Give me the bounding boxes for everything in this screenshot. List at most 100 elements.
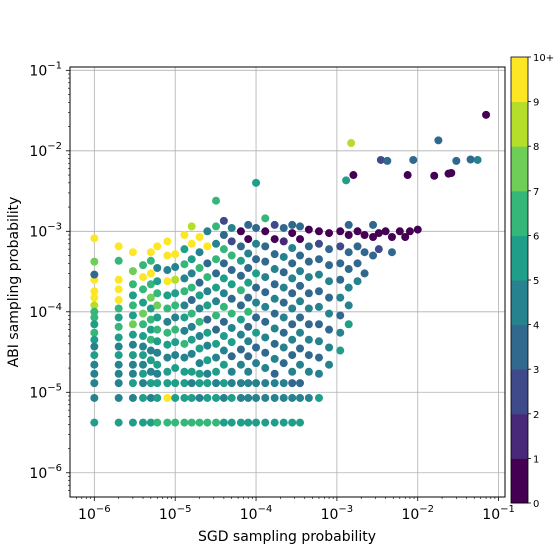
x-tick-label: 10−6	[78, 504, 111, 523]
data-point	[315, 227, 323, 235]
data-point	[196, 291, 204, 299]
data-point	[467, 156, 475, 164]
data-point	[349, 171, 357, 179]
data-point	[129, 394, 137, 402]
data-point	[388, 248, 396, 256]
data-point	[129, 267, 137, 275]
data-point	[115, 313, 123, 321]
data-point	[305, 320, 313, 328]
data-point	[354, 259, 362, 267]
x-tick-label: 10−2	[401, 504, 434, 523]
data-point	[280, 344, 288, 352]
data-point	[271, 280, 279, 288]
data-point	[244, 323, 252, 331]
data-point	[361, 231, 369, 239]
data-point	[244, 379, 252, 387]
data-point	[296, 252, 304, 260]
data-point	[196, 304, 204, 312]
data-point	[228, 224, 236, 232]
data-point	[383, 157, 391, 165]
colorbar-label: 5	[533, 276, 539, 287]
data-point	[280, 253, 288, 261]
data-point	[115, 257, 123, 265]
data-point	[325, 310, 333, 318]
data-point	[228, 324, 236, 332]
data-point	[482, 111, 490, 119]
data-point	[220, 318, 228, 326]
colorbar-segment	[511, 414, 528, 459]
data-point	[375, 245, 383, 253]
data-point	[288, 368, 296, 376]
data-point	[315, 287, 323, 295]
data-point	[305, 394, 313, 402]
data-point	[188, 368, 196, 376]
data-point	[180, 274, 188, 282]
data-point	[115, 370, 123, 378]
data-point	[345, 284, 353, 292]
data-point	[252, 255, 260, 263]
data-point	[203, 227, 211, 235]
data-point	[271, 355, 279, 363]
data-point	[203, 342, 211, 350]
data-point	[336, 227, 344, 235]
data-point	[261, 227, 269, 235]
data-point	[237, 394, 245, 402]
data-point	[129, 341, 137, 349]
data-point	[296, 344, 304, 352]
data-point	[237, 242, 245, 250]
data-point	[271, 235, 279, 243]
data-point	[139, 261, 147, 269]
data-point	[180, 354, 188, 362]
data-point	[228, 419, 236, 427]
data-point	[271, 221, 279, 229]
data-point	[115, 323, 123, 331]
data-point	[153, 301, 161, 309]
data-point	[129, 301, 137, 309]
data-point	[296, 267, 304, 275]
data-point	[196, 233, 204, 241]
data-point	[261, 318, 269, 326]
x-tick-label: 10−4	[240, 504, 273, 523]
data-point	[342, 176, 350, 184]
data-point	[171, 263, 179, 271]
data-point	[271, 370, 279, 378]
colorbar-segment	[511, 146, 528, 191]
data-point	[228, 266, 236, 274]
data-point	[220, 361, 228, 369]
data-point	[129, 311, 137, 319]
data-point	[305, 368, 313, 376]
data-point	[139, 379, 147, 387]
data-point	[212, 368, 220, 376]
scatter-points	[90, 111, 490, 427]
data-point	[90, 320, 98, 328]
data-point	[90, 271, 98, 279]
data-point	[196, 318, 204, 326]
data-point	[288, 379, 296, 387]
data-point	[261, 394, 269, 402]
data-point	[414, 226, 422, 234]
data-point	[196, 248, 204, 256]
data-point	[325, 294, 333, 302]
data-point	[212, 255, 220, 263]
data-point	[139, 394, 147, 402]
colorbar-segment	[511, 191, 528, 236]
data-point	[180, 419, 188, 427]
data-point	[90, 370, 98, 378]
data-point	[90, 234, 98, 242]
data-point	[237, 331, 245, 339]
data-point	[252, 394, 260, 402]
colorbar-segment	[511, 57, 528, 102]
data-point	[220, 231, 228, 239]
data-point	[252, 299, 260, 307]
data-point	[163, 237, 171, 245]
data-point	[434, 136, 442, 144]
data-point	[288, 274, 296, 282]
data-point	[261, 303, 269, 311]
data-point	[271, 379, 279, 387]
data-point	[315, 337, 323, 345]
data-point	[163, 252, 171, 260]
colorbar-segment	[511, 102, 528, 147]
data-point	[153, 379, 161, 387]
data-point	[163, 368, 171, 376]
data-point	[228, 310, 236, 318]
